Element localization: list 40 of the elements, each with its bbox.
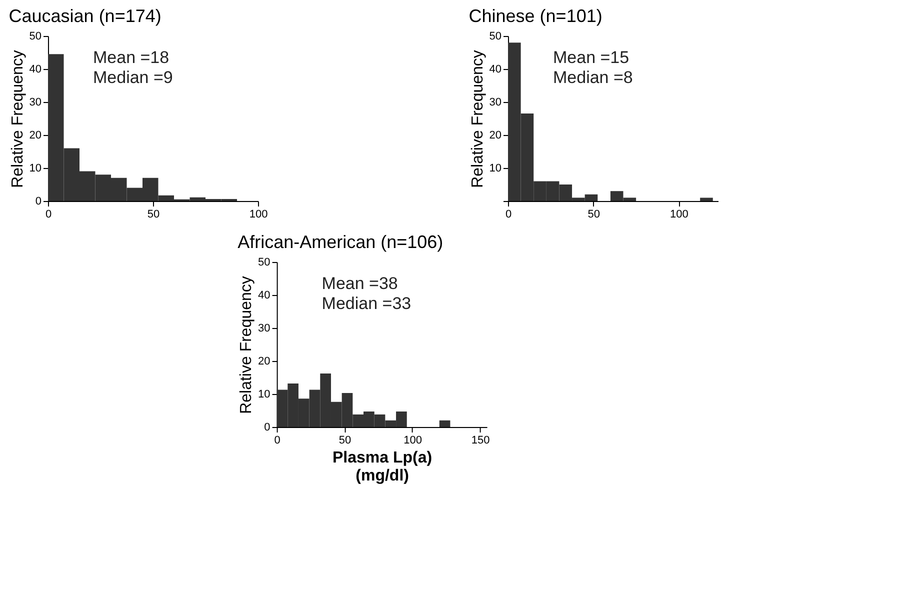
y-tick-label: 30 (29, 96, 42, 108)
y-tick-label: 0 (35, 196, 42, 208)
y-tick-label: 30 (489, 96, 502, 108)
y-tick-label: 10 (489, 162, 502, 174)
x-tick-label: 100 (249, 208, 268, 220)
y-tick-label: 40 (29, 64, 42, 76)
y-axis-title: Relative Frequency (9, 50, 26, 188)
y-tick-label: 50 (258, 256, 270, 268)
y-axis-title: Relative Frequency (238, 276, 256, 414)
y-tick-label: 40 (258, 290, 270, 302)
y-tick-label: 20 (489, 130, 502, 142)
x-tick-label: 100 (404, 434, 422, 446)
annotation: Mean =38 (322, 274, 398, 293)
y-tick-label: 50 (29, 30, 42, 42)
x-tick-label: 150 (471, 434, 490, 446)
y-tick-label: 40 (489, 64, 502, 76)
chart-title: Caucasian (n=174) (8, 6, 162, 26)
annotation: Median =33 (322, 294, 412, 313)
x-tick-label: 50 (588, 208, 600, 220)
x-tick-label: 0 (505, 208, 512, 220)
y-tick-label: 50 (489, 30, 502, 42)
chart-title: African-American (n=106) (238, 232, 444, 252)
x-tick-label: 0 (45, 208, 52, 220)
y-tick-label: 30 (258, 322, 270, 334)
y-tick-label: 0 (264, 422, 270, 434)
x-tick-label: 50 (147, 208, 160, 220)
y-tick-label: 20 (258, 356, 270, 368)
y-tick-label: 10 (29, 162, 42, 174)
y-tick-label: 10 (258, 388, 270, 400)
annotation: Median =8 (553, 68, 633, 87)
x-tick-label: 0 (274, 434, 280, 446)
x-tick-label: 50 (338, 434, 352, 446)
annotation: Median =9 (93, 68, 173, 87)
x-tick-label: 100 (670, 208, 688, 220)
annotation: Mean =18 (93, 48, 170, 67)
y-axis-title: Relative Frequency (469, 50, 486, 188)
y-tick-label: 20 (29, 130, 42, 142)
x-axis-title: Plasma Lp(a) (mg/dl) (332, 450, 432, 484)
annotation: Mean =15 (553, 48, 630, 67)
chart-title: Chinese (n=101) (468, 6, 602, 26)
